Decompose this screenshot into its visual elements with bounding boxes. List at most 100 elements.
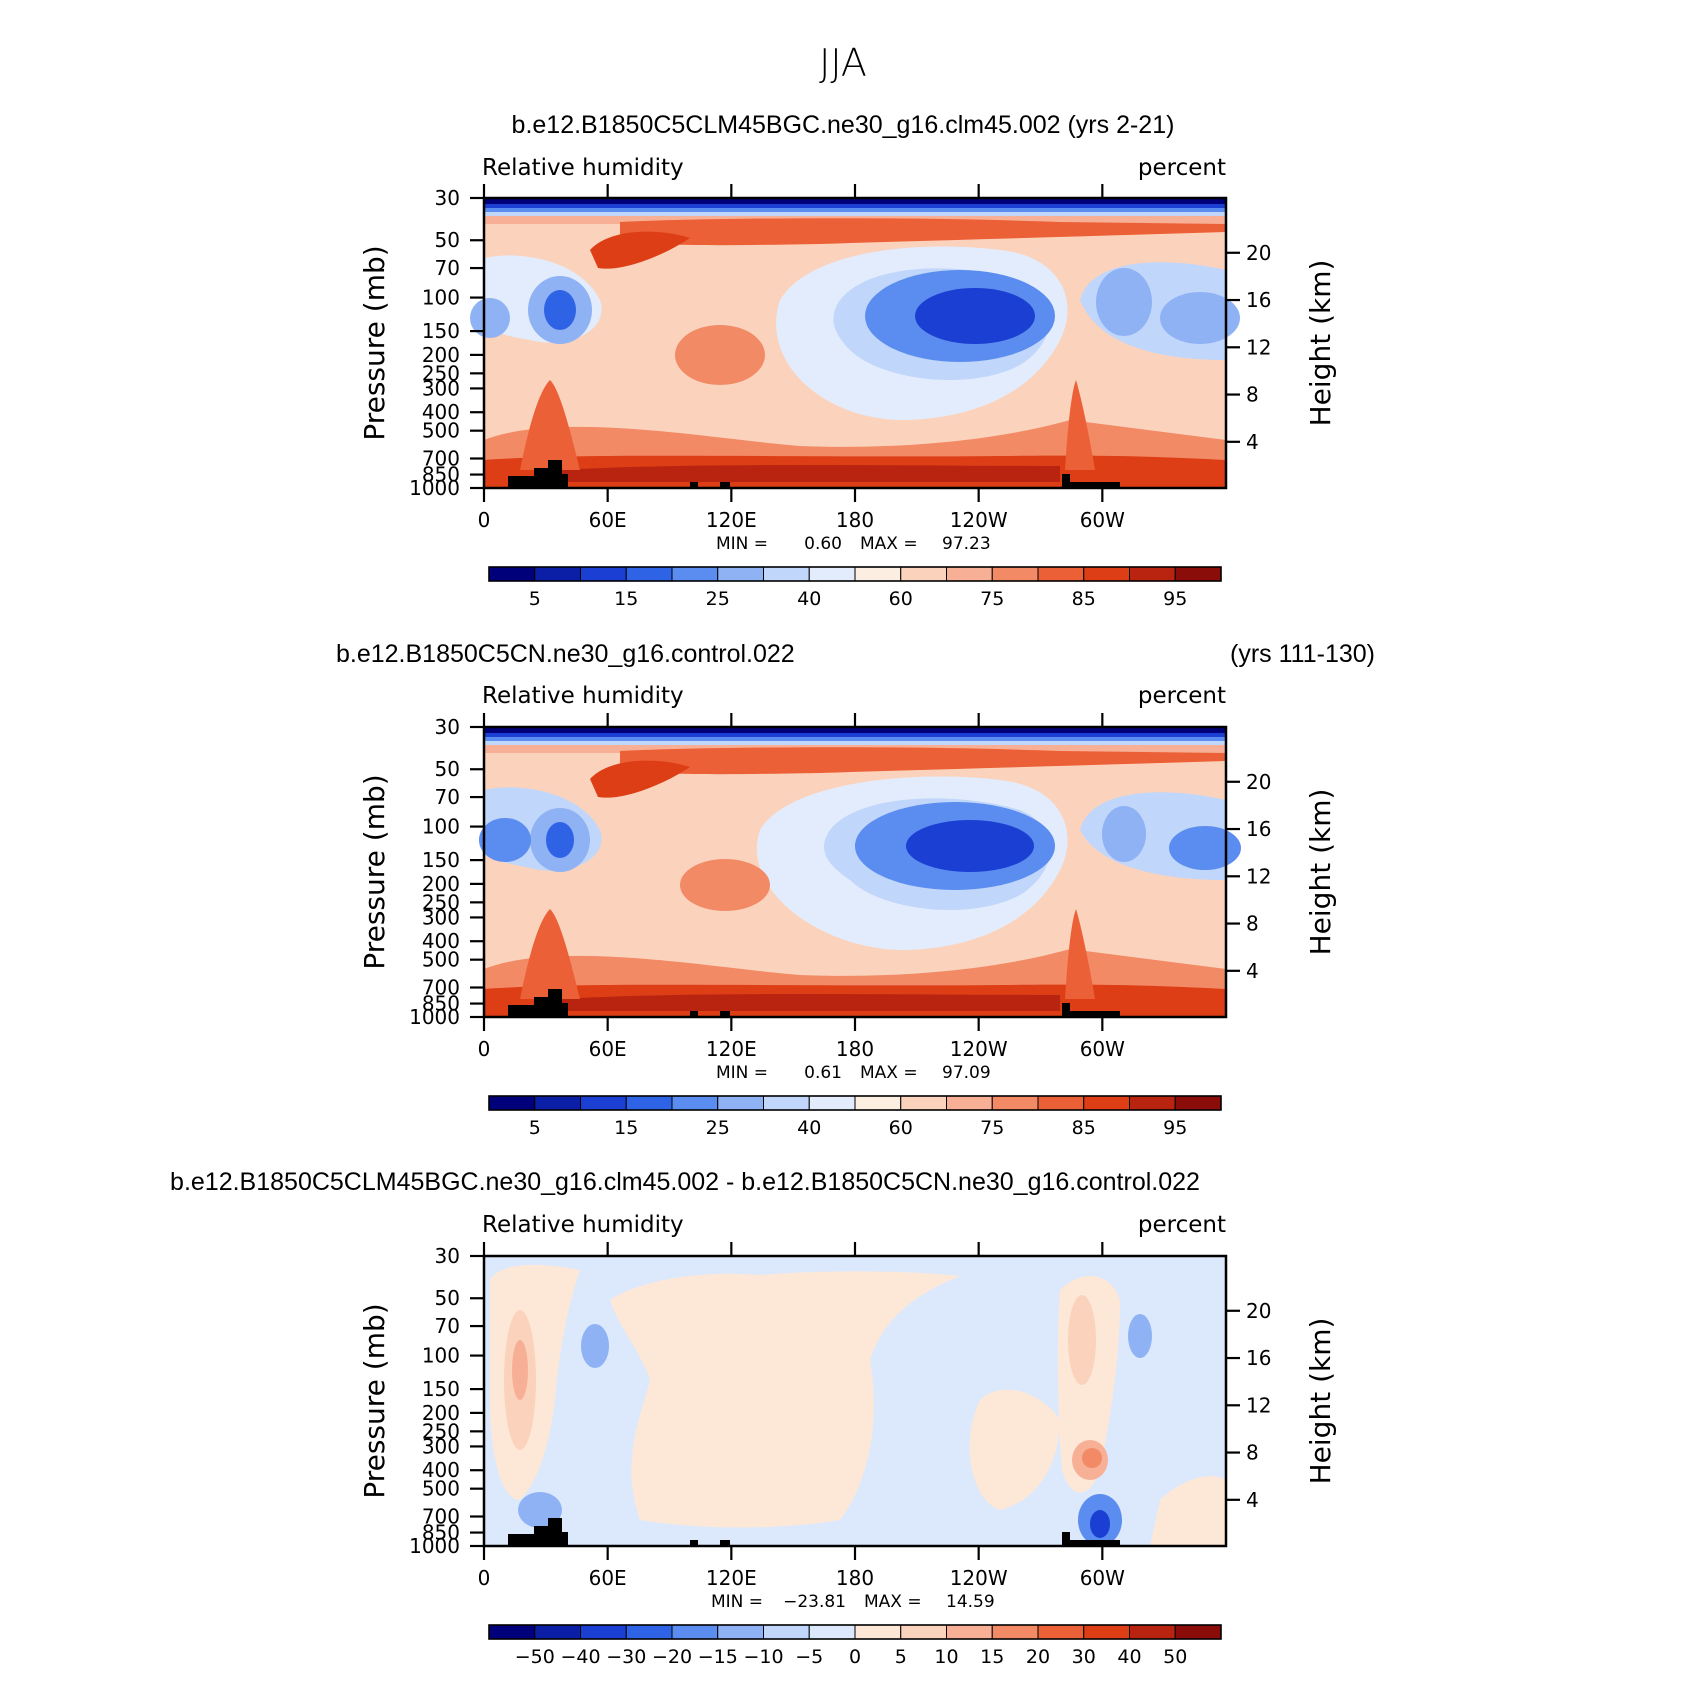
- terrain-asia-1: [690, 482, 698, 488]
- variable-label: Relative humidity: [482, 155, 684, 181]
- colorbar-swatch: [854, 1624, 902, 1640]
- y-axis-title: Pressure (mb): [358, 1303, 391, 1498]
- negative-core-west: [581, 1324, 609, 1368]
- colorbar-label: 95: [1163, 588, 1187, 610]
- positive-core-americas: [1068, 1295, 1096, 1385]
- height-tick-label: 8: [1246, 383, 1259, 407]
- strat-band-3: [484, 212, 1226, 216]
- colorbar-label: 60: [889, 588, 913, 610]
- lon-tick-label: 120W: [950, 508, 1008, 532]
- colorbar-swatch: [717, 566, 764, 582]
- lon-tick-label: 60E: [589, 508, 627, 532]
- colorbar-label: 40: [797, 588, 821, 610]
- height-tick-label: 16: [1246, 817, 1271, 841]
- height-tick-label: 4: [1246, 1488, 1259, 1512]
- pressure-tick-label: 100: [422, 1344, 460, 1368]
- colorbar-label: 0: [849, 1646, 861, 1668]
- terrain-asia-1: [690, 1540, 698, 1546]
- colorbar-label: −30: [606, 1646, 646, 1668]
- colorbar-swatch: [671, 1624, 719, 1640]
- pressure-tick-label: 300: [422, 376, 460, 400]
- moist-mid-indian: [680, 859, 770, 911]
- positive-region-central: [610, 1271, 960, 1528]
- colorbar-swatch: [1174, 1095, 1222, 1111]
- colorbar: 5 15 25 40 60 75 85 95: [488, 566, 1222, 610]
- lon-tick-label: 180: [836, 1566, 874, 1590]
- colorbar-label: −5: [795, 1646, 823, 1668]
- y-axis-title: Pressure (mb): [358, 774, 391, 969]
- pressure-tick-label: 50: [435, 1286, 460, 1310]
- pressure-tick-label: 200: [422, 343, 460, 367]
- panel-title: b.e12.B1850C5CLM45BGC.ne30_g16.clm45.002…: [512, 111, 1175, 139]
- colorbar-swatch: [946, 566, 993, 582]
- min-value: −23.81: [783, 1592, 846, 1612]
- dry-core-east-2: [1160, 292, 1240, 344]
- pressure-tick-label: 30: [435, 1244, 460, 1268]
- colorbar-label: 40: [1117, 1646, 1141, 1668]
- heatmap-field: [479, 727, 1241, 1017]
- terrain-asia-2: [720, 1011, 730, 1017]
- colorbar-swatch: [488, 1624, 536, 1640]
- dry-core-west-inner: [544, 290, 576, 330]
- units-label: percent: [1138, 683, 1226, 709]
- min-label: MIN =: [711, 1592, 763, 1612]
- moist-plume-america: [1065, 380, 1095, 470]
- colorbar: 5 15 25 40 60 75 85 95: [488, 1095, 1222, 1139]
- lon-tick-label: 60E: [589, 1566, 627, 1590]
- colorbar-swatch: [488, 566, 536, 582]
- longitude-axis: 0 60E 120E 180 120W 60W: [478, 713, 1125, 1061]
- max-label: MAX =: [864, 1592, 922, 1612]
- colorbar-swatch: [1083, 1624, 1130, 1640]
- colorbar-label: −15: [698, 1646, 738, 1668]
- height-tick-label: 12: [1246, 1393, 1271, 1417]
- colorbar-swatch: [580, 1624, 627, 1640]
- jet-max: [590, 231, 690, 269]
- terrain-asia-1: [690, 1011, 698, 1017]
- moist-plume-africa: [520, 909, 580, 999]
- pressure-tick-label: 50: [435, 757, 460, 781]
- lon-tick-label: 0: [478, 1037, 491, 1061]
- terrain-andes: [1062, 1003, 1120, 1017]
- colorbar-swatch: [1037, 566, 1085, 582]
- colorbar-label: 75: [980, 1117, 1004, 1139]
- pressure-tick-label: 50: [435, 228, 460, 252]
- colorbar-swatch: [1083, 1095, 1130, 1111]
- terrain-africa: [508, 1518, 568, 1546]
- dry-core-east: [1102, 806, 1146, 862]
- panel-middle: b.e12.B1850C5CN.ne30_g16.control.022 (yr…: [336, 640, 1375, 1139]
- pressure-tick-label: 250: [422, 890, 460, 914]
- units-label: percent: [1138, 155, 1226, 181]
- strat-band-2: [484, 737, 1226, 741]
- positive-core-west-inner: [512, 1340, 528, 1400]
- panel-title: b.e12.B1850C5CLM45BGC.ne30_g16.clm45.002…: [170, 1168, 1200, 1196]
- pressure-tick-label: 70: [435, 785, 460, 809]
- colorbar-label: 20: [1026, 1646, 1050, 1668]
- lon-tick-label: 120E: [706, 508, 757, 532]
- units-label: percent: [1138, 1212, 1226, 1238]
- pressure-tick-label: 400: [422, 400, 460, 424]
- colorbar-swatch: [1129, 1624, 1176, 1640]
- height-tick-label: 16: [1246, 288, 1271, 312]
- colorbar-label: 5: [529, 1117, 541, 1139]
- heatmap-field: [470, 198, 1240, 488]
- pressure-tick-label: 100: [422, 286, 460, 310]
- height-axis: 20 16 12 8 4: [1226, 1299, 1271, 1512]
- colorbar-label: 15: [614, 588, 638, 610]
- colorbar-label: 75: [980, 588, 1004, 610]
- max-label: MAX =: [860, 534, 918, 554]
- jet-max: [590, 760, 690, 798]
- terrain-mask: [508, 989, 1120, 1017]
- terrain-asia-2: [720, 482, 730, 488]
- colorbar-swatch: [717, 1624, 764, 1640]
- positive-region-east-edge: [1150, 1476, 1226, 1546]
- max-value: 97.23: [942, 534, 991, 554]
- moist-plume-america: [1065, 909, 1095, 999]
- terrain-mask: [508, 460, 1120, 488]
- pressure-tick-label: 700: [422, 976, 460, 1000]
- terrain-andes: [1062, 474, 1120, 488]
- colorbar-label: −50: [515, 1646, 555, 1668]
- colorbar-label: −40: [560, 1646, 600, 1668]
